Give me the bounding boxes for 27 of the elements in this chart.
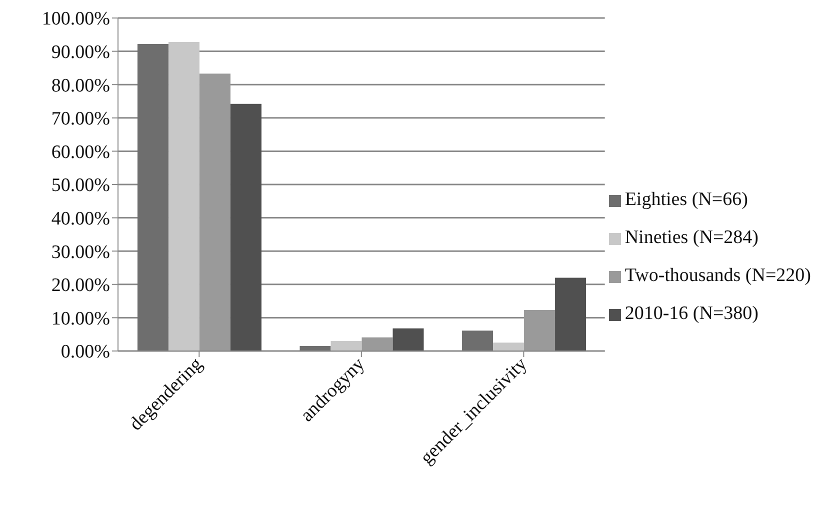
legend-label: 2010-16 (N=380) [624, 303, 758, 324]
bar [362, 337, 393, 351]
y-tick-label: 0.00% [60, 342, 110, 363]
y-tick-label: 20.00% [51, 275, 110, 296]
bar [230, 104, 262, 351]
legend-label: Nineties (N=284) [624, 227, 758, 248]
bar [493, 342, 524, 351]
bar [462, 330, 494, 351]
bar [300, 346, 331, 351]
bar [524, 310, 556, 351]
y-tick-label: 10.00% [51, 308, 110, 330]
y-tick-label: 70.00% [51, 108, 110, 130]
legend-label: Two-thousands (N=220) [624, 265, 811, 286]
y-tick-label: 100.00% [42, 8, 110, 30]
bar [168, 42, 200, 351]
y-tick-label: 30.00% [51, 242, 110, 263]
bar [555, 278, 586, 351]
y-tick-label: 60.00% [51, 142, 110, 163]
y-tick-label: 40.00% [51, 208, 110, 230]
y-tick-label: 90.00% [51, 42, 110, 64]
bar [330, 341, 362, 351]
bar [199, 74, 230, 351]
legend-label: Eighties (N=66) [624, 189, 748, 210]
y-tick-label: 80.00% [51, 75, 110, 96]
bar [137, 44, 168, 351]
y-tick-label: 50.00% [51, 175, 110, 196]
bar [392, 328, 424, 351]
